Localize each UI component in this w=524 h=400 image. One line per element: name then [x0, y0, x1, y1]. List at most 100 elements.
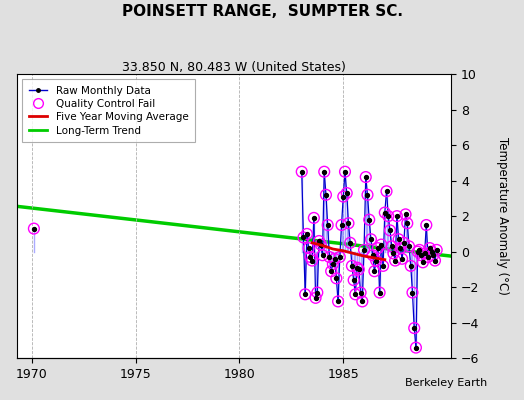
Point [432, 247, 441, 253]
Point [370, 268, 379, 274]
Point [425, 245, 434, 251]
Point [316, 241, 325, 248]
Point [427, 248, 435, 255]
Point [313, 289, 322, 296]
Point [374, 245, 382, 251]
Point [431, 257, 439, 264]
Point [417, 252, 425, 258]
Point [301, 291, 309, 298]
Point [388, 243, 396, 250]
Point [316, 241, 325, 248]
Point [329, 261, 337, 267]
Point [400, 240, 408, 246]
Point [298, 168, 306, 175]
Point [325, 254, 334, 260]
Point [304, 245, 313, 251]
Point [375, 289, 384, 296]
Text: Berkeley Earth: Berkeley Earth [405, 378, 487, 388]
Point [379, 263, 387, 269]
Point [424, 254, 432, 260]
Point [315, 238, 323, 244]
Point [424, 254, 432, 260]
Point [403, 220, 411, 226]
Point [355, 266, 363, 273]
Point [377, 241, 386, 248]
Point [386, 227, 394, 234]
Point [301, 291, 309, 298]
Point [372, 257, 380, 264]
Point [388, 243, 396, 250]
Point [353, 264, 362, 271]
Point [335, 254, 344, 260]
Point [400, 240, 408, 246]
Point [351, 291, 359, 298]
Point [365, 216, 374, 223]
Point [343, 190, 351, 196]
Point [422, 222, 431, 228]
Point [339, 193, 347, 200]
Point [367, 236, 375, 242]
Point [360, 247, 368, 253]
Point [304, 245, 313, 251]
Point [355, 266, 363, 273]
Point [360, 247, 368, 253]
Point [405, 243, 413, 250]
Point [396, 245, 405, 251]
Point [412, 344, 420, 351]
Point [398, 256, 406, 262]
Point [422, 222, 431, 228]
Point [299, 234, 308, 241]
Point [332, 275, 341, 282]
Point [365, 216, 374, 223]
Point [377, 241, 386, 248]
Point [358, 298, 366, 305]
Point [356, 289, 365, 296]
Point [407, 263, 415, 269]
Point [408, 289, 417, 296]
Point [403, 220, 411, 226]
Point [413, 248, 422, 255]
Point [363, 192, 372, 198]
Point [306, 254, 314, 260]
Point [425, 245, 434, 251]
Point [419, 259, 427, 266]
Point [427, 248, 435, 255]
Point [343, 190, 351, 196]
Point [318, 252, 326, 258]
Point [341, 168, 349, 175]
Point [374, 245, 382, 251]
Point [350, 277, 358, 283]
Point [335, 254, 344, 260]
Point [327, 268, 335, 274]
Y-axis label: Temperature Anomaly (°C): Temperature Anomaly (°C) [496, 137, 509, 295]
Point [351, 291, 359, 298]
Point [415, 247, 423, 253]
Point [410, 325, 418, 331]
Point [398, 256, 406, 262]
Point [311, 295, 320, 301]
Point [362, 174, 370, 180]
Point [392, 213, 401, 219]
Point [311, 295, 320, 301]
Title: 33.850 N, 80.483 W (United States): 33.850 N, 80.483 W (United States) [122, 61, 346, 74]
Point [348, 263, 356, 269]
Point [396, 245, 405, 251]
Point [372, 257, 380, 264]
Point [420, 250, 429, 257]
Point [322, 192, 330, 198]
Point [405, 243, 413, 250]
Point [341, 168, 349, 175]
Point [306, 254, 314, 260]
Point [375, 289, 384, 296]
Point [395, 236, 403, 242]
Point [367, 236, 375, 242]
Point [308, 257, 316, 264]
Point [353, 264, 362, 271]
Point [417, 252, 425, 258]
Point [337, 222, 346, 228]
Point [380, 209, 389, 216]
Point [344, 220, 353, 226]
Point [401, 211, 410, 218]
Point [391, 257, 399, 264]
Point [346, 240, 354, 246]
